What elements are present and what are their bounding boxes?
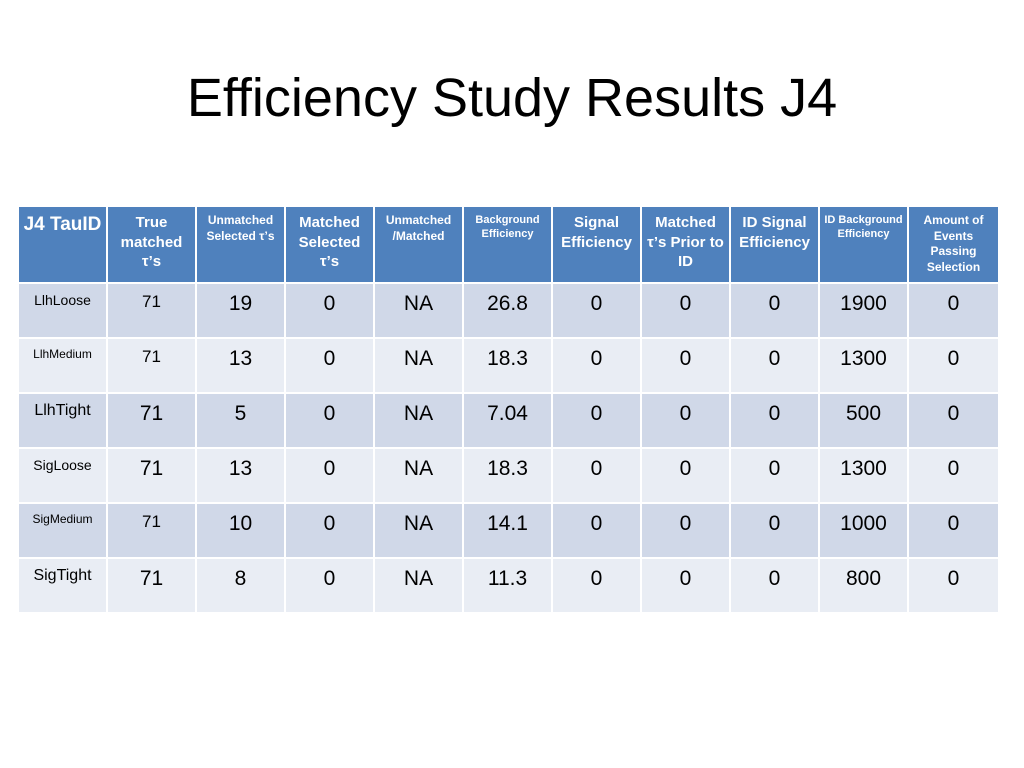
table-cell: 1300 [818, 337, 909, 394]
table-cell: 10 [195, 502, 286, 559]
table-cell: 1300 [818, 447, 909, 504]
table-cell: 0 [907, 392, 1000, 449]
table-cell: 0 [729, 337, 820, 394]
row-label: LlhLoose [17, 282, 108, 339]
table-cell: 8 [195, 557, 286, 614]
table-cell: 0 [907, 557, 1000, 614]
table-cell: 0 [729, 392, 820, 449]
table-cell: 71 [106, 557, 197, 614]
row-label: SigLoose [17, 447, 108, 504]
table-cell: 71 [106, 447, 197, 504]
table-cell: 0 [284, 557, 375, 614]
table-cell: 26.8 [462, 282, 553, 339]
table-row: LlhTight 71 5 0 NA 7.04 0 0 0 500 0 [17, 392, 1000, 449]
table-cell: 0 [640, 557, 731, 614]
table-cell: 0 [907, 282, 1000, 339]
table-cell: 0 [640, 392, 731, 449]
table-cell: 0 [640, 337, 731, 394]
table-row: LlhMedium 71 13 0 NA 18.3 0 0 0 1300 0 [17, 337, 1000, 394]
header-unmatched-matched: Unmatched /Matched [373, 205, 464, 284]
table-cell: 7.04 [462, 392, 553, 449]
table-cell: 0 [551, 557, 642, 614]
table-cell: 71 [106, 337, 197, 394]
table-row: LlhLoose 71 19 0 NA 26.8 0 0 0 1900 0 [17, 282, 1000, 339]
table-cell: 5 [195, 392, 286, 449]
table-cell: 14.1 [462, 502, 553, 559]
header-background-efficiency: Background Efficiency [462, 205, 553, 284]
table-row: SigTight 71 8 0 NA 11.3 0 0 0 800 0 [17, 557, 1000, 614]
table-cell: NA [373, 557, 464, 614]
table-cell: 18.3 [462, 337, 553, 394]
table-cell: 0 [284, 502, 375, 559]
table-cell: 11.3 [462, 557, 553, 614]
header-id-signal-efficiency: ID Signal Efficiency [729, 205, 820, 284]
header-matched-selected: Matched Selected τ’s [284, 205, 375, 284]
table-cell: 0 [551, 337, 642, 394]
efficiency-results-table: J4 TauID True matched τ’s Unmatched Sele… [17, 205, 1000, 614]
table-cell: NA [373, 502, 464, 559]
header-signal-efficiency: Signal Efficiency [551, 205, 642, 284]
table-cell: 71 [106, 282, 197, 339]
table-cell: 0 [551, 392, 642, 449]
table-cell: 0 [729, 447, 820, 504]
table-row: SigMedium 71 10 0 NA 14.1 0 0 0 1000 0 [17, 502, 1000, 559]
table-cell: 0 [907, 337, 1000, 394]
table-cell: 0 [729, 282, 820, 339]
table-cell: NA [373, 392, 464, 449]
row-label: LlhTight [17, 392, 108, 449]
table-cell: 0 [284, 447, 375, 504]
table-cell: 13 [195, 337, 286, 394]
header-matched-prior-to-id: Matched τ’s Prior to ID [640, 205, 731, 284]
table-row: SigLoose 71 13 0 NA 18.3 0 0 0 1300 0 [17, 447, 1000, 504]
row-label: SigTight [17, 557, 108, 614]
table-cell: NA [373, 447, 464, 504]
table-cell: 0 [640, 282, 731, 339]
table-cell: 0 [284, 282, 375, 339]
table-cell: 0 [551, 282, 642, 339]
header-tauid: J4 TauID [17, 205, 108, 284]
table-cell: 800 [818, 557, 909, 614]
table-cell: 1000 [818, 502, 909, 559]
table-cell: 18.3 [462, 447, 553, 504]
table-cell: 1900 [818, 282, 909, 339]
table-cell: 0 [907, 502, 1000, 559]
header-events-passing: Amount of Events Passing Selection [907, 205, 1000, 284]
table-cell: 71 [106, 502, 197, 559]
header-id-background-efficiency: ID Background Efficiency [818, 205, 909, 284]
table-cell: 0 [729, 502, 820, 559]
table-cell: 500 [818, 392, 909, 449]
table-cell: 19 [195, 282, 286, 339]
table-cell: 13 [195, 447, 286, 504]
table-cell: 0 [551, 502, 642, 559]
table-cell: 0 [284, 392, 375, 449]
header-true-matched: True matched τ’s [106, 205, 197, 284]
table-cell: 0 [640, 502, 731, 559]
table-cell: NA [373, 337, 464, 394]
table-cell: 0 [907, 447, 1000, 504]
row-label: LlhMedium [17, 337, 108, 394]
table-cell: 0 [640, 447, 731, 504]
table-cell: 0 [551, 447, 642, 504]
table-cell: 0 [729, 557, 820, 614]
table-cell: NA [373, 282, 464, 339]
table-header-row: J4 TauID True matched τ’s Unmatched Sele… [17, 205, 1000, 284]
row-label: SigMedium [17, 502, 108, 559]
table-cell: 0 [284, 337, 375, 394]
table-cell: 71 [106, 392, 197, 449]
header-unmatched-selected: Unmatched Selected τ’s [195, 205, 286, 284]
slide-title: Efficiency Study Results J4 [186, 68, 838, 128]
